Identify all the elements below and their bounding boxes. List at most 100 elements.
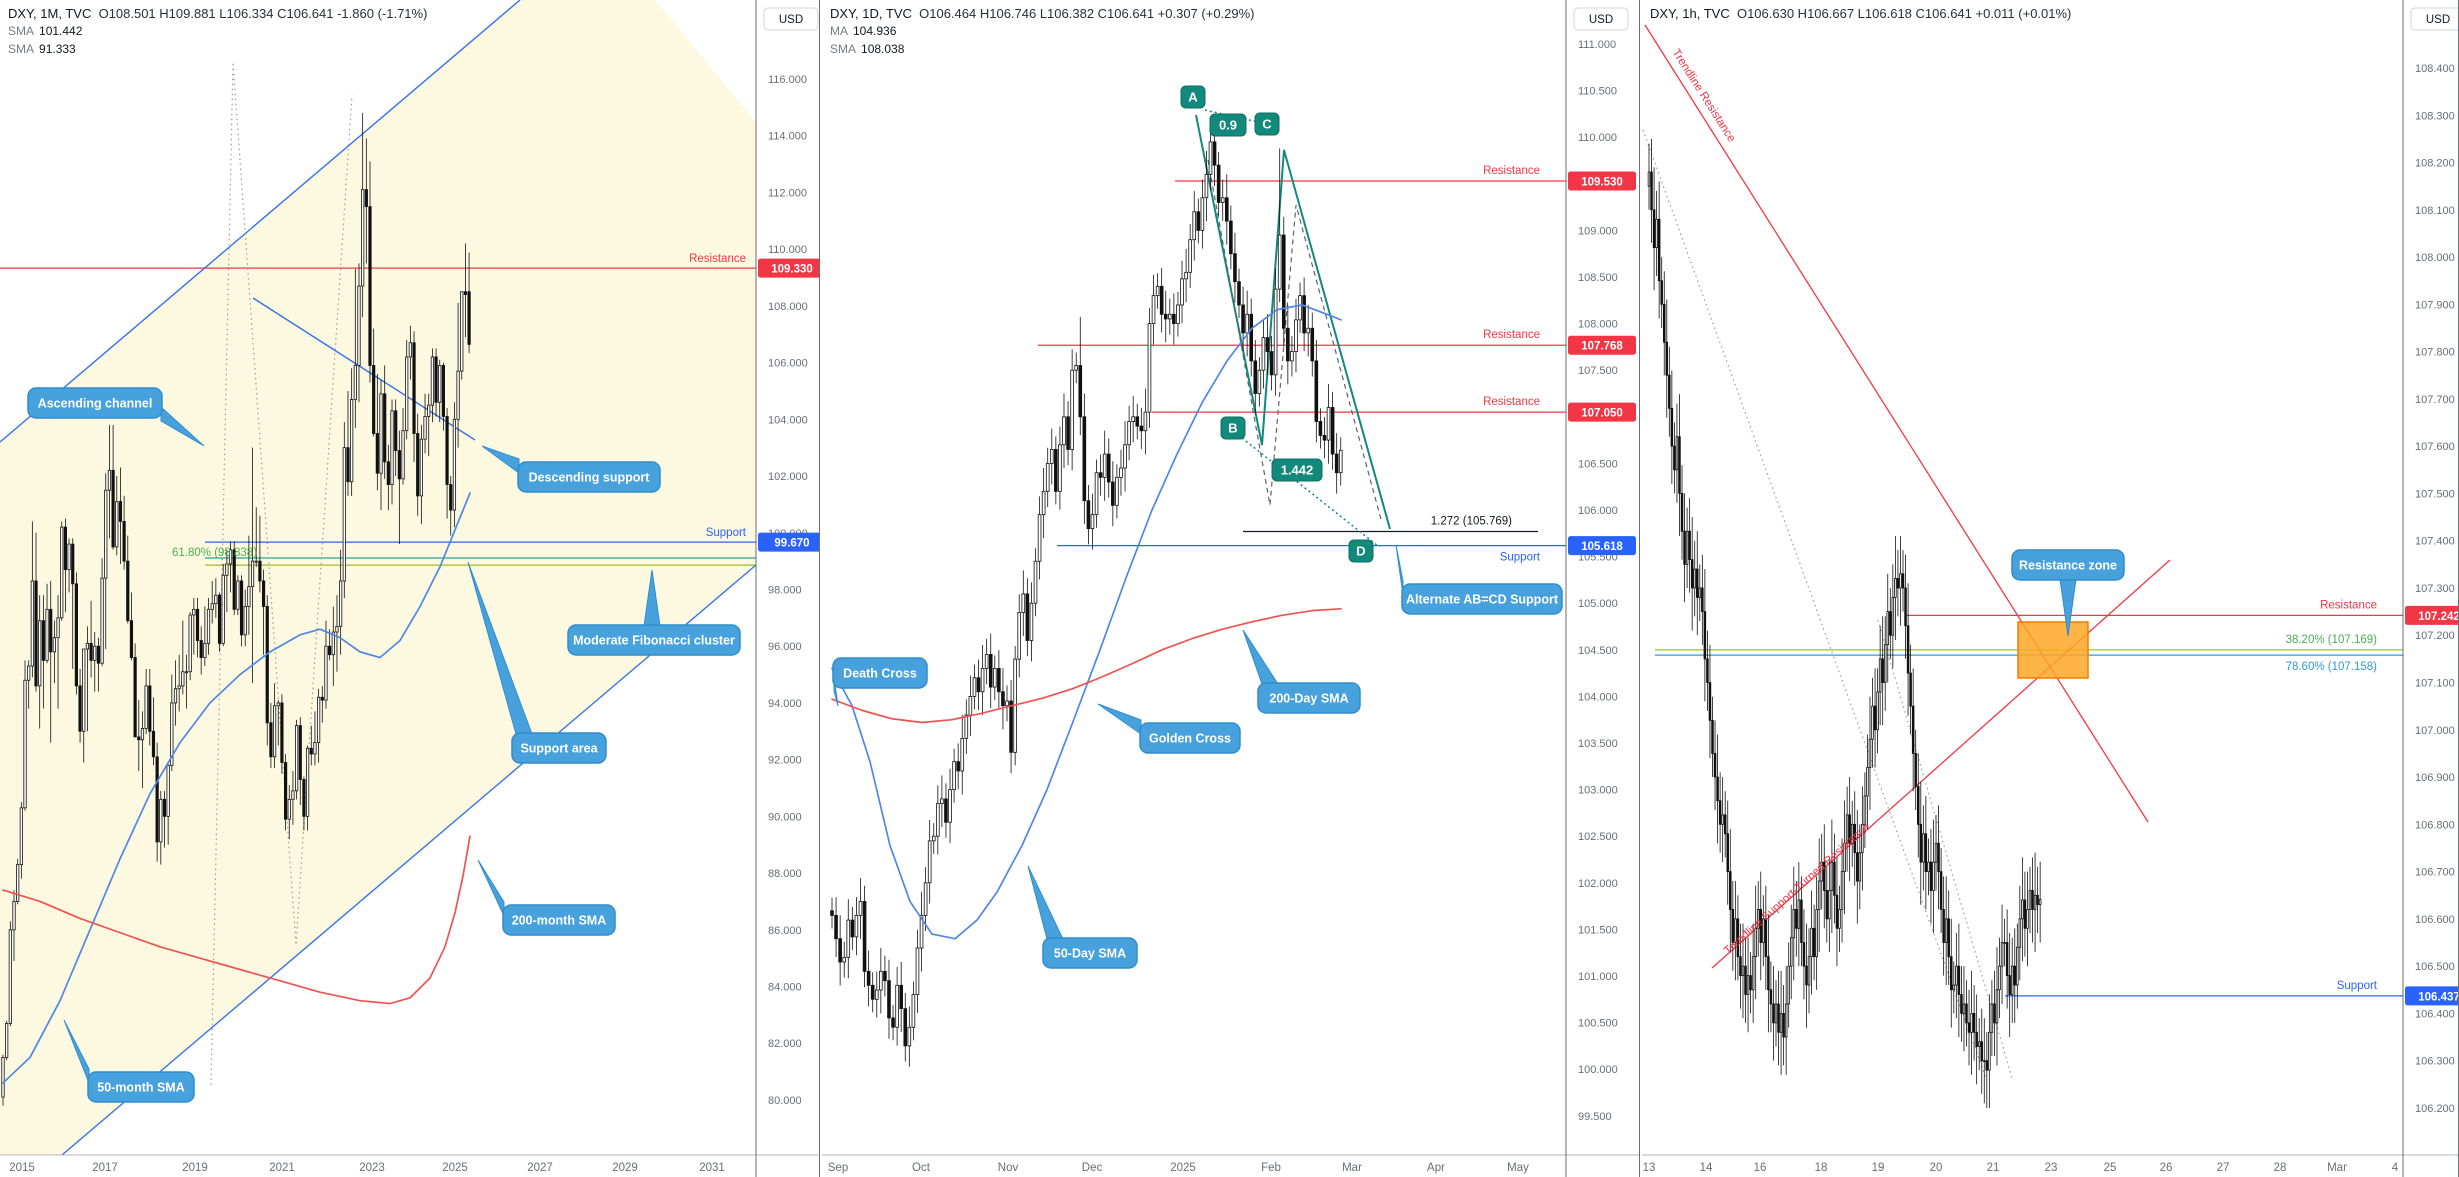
- candle: [1, 1054, 5, 1106]
- candle-body: [1001, 691, 1005, 707]
- support-label[interactable]: Support: [1500, 552, 1541, 564]
- currency-unit-button[interactable]: USD: [763, 7, 819, 31]
- candle: [1901, 550, 1905, 612]
- callout-resistance-zone[interactable]: Resistance zone: [2011, 549, 2125, 637]
- candle: [992, 655, 997, 701]
- callout-200-day-sma[interactable]: 200-Day SMA: [1242, 629, 1361, 714]
- price-axis[interactable]: 111.000110.500110.000109.500109.000108.5…: [1568, 7, 1636, 1123]
- trendline-0[interactable]: [1644, 24, 2149, 823]
- candle-body: [1082, 416, 1087, 502]
- trendline-1[interactable]: [1711, 559, 2171, 969]
- candle-body: [1962, 1003, 1966, 1014]
- x-axis-tick: 28: [2274, 1162, 2287, 1174]
- indicator-label[interactable]: MA: [830, 24, 848, 38]
- pattern-point-0-9[interactable]: 0.9: [1209, 113, 1247, 137]
- trendline-support-turned-resistance-label[interactable]: Trendline Support-Turned Resistance: [1722, 821, 1872, 957]
- resistance-label[interactable]: Resistance: [1483, 329, 1540, 341]
- time-axis[interactable]: 2015 2017 2019 2021 2023 2025 2027 2029 2031: [9, 1162, 725, 1174]
- resistance-label[interactable]: Resistance: [1483, 396, 1540, 408]
- callout-golden-cross[interactable]: Golden Cross: [1097, 703, 1241, 754]
- callout-support-area[interactable]: Support area: [467, 561, 607, 764]
- candle: [2016, 923, 2019, 1009]
- candle-body: [93, 645, 97, 661]
- 1-272-105-769-label[interactable]: 1.272 (105.769): [1431, 516, 1512, 528]
- 78-60-107-158-label[interactable]: 78.60% (107.158): [2286, 661, 2378, 673]
- candle-body: [956, 761, 960, 772]
- indicator-label[interactable]: SMA: [8, 42, 35, 56]
- symbol-title-hourly[interactable]: DXY, 1h, TVC: [1650, 6, 1730, 21]
- price-badge-text: 109.330: [771, 264, 813, 276]
- candle: [1139, 407, 1144, 450]
- trendline-2[interactable]: [1204, 109, 1259, 123]
- currency-unit-button[interactable]: USD: [1573, 7, 1629, 31]
- resistance-label[interactable]: Resistance: [689, 253, 746, 265]
- pattern-point-a[interactable]: A: [1180, 85, 1206, 109]
- callout-200-month-sma[interactable]: 200-month SMA: [477, 859, 616, 936]
- 200-day-sma-line[interactable]: [831, 607, 1342, 724]
- fib-61-80-label[interactable]: 61.80% (98.838): [172, 547, 257, 559]
- currency-unit-button[interactable]: USD: [2410, 7, 2459, 31]
- pattern-badge-text: 1.442: [1281, 463, 1314, 478]
- trendline-3[interactable]: [210, 61, 353, 1086]
- pattern-point-c[interactable]: C: [1254, 112, 1280, 136]
- time-axis[interactable]: Sep Oct Nov Dec 2025 Feb Mar Apr May: [828, 1162, 1529, 1174]
- pattern-point-1-442[interactable]: 1.442: [1271, 458, 1323, 482]
- candle-body: [1680, 493, 1684, 532]
- candle-series[interactable]: [830, 120, 1343, 1067]
- pattern-point-d[interactable]: D: [1348, 539, 1374, 563]
- candle-series[interactable]: [1647, 138, 2042, 1108]
- candle: [1163, 290, 1168, 343]
- price-badge-text: 106.437: [2418, 991, 2459, 1003]
- indicator-label[interactable]: SMA: [830, 42, 857, 56]
- candle: [71, 538, 75, 669]
- callout-descending-support[interactable]: Descending support: [481, 445, 661, 493]
- trendline-0[interactable]: [0, 0, 521, 443]
- symbol-title-daily[interactable]: DXY, 1D, TVC: [830, 6, 912, 21]
- trendline-resistance-label[interactable]: Trendline Resistance: [1669, 47, 1737, 144]
- x-axis-tick: 14: [1700, 1162, 1713, 1174]
- 38-20-107-169-label[interactable]: 38.20% (107.169): [2286, 634, 2378, 646]
- resistance-zone-box[interactable]: [2017, 621, 2089, 679]
- support-label[interactable]: Support: [706, 527, 747, 539]
- candle: [1924, 795, 1928, 910]
- candle: [247, 535, 251, 635]
- candle-body: [445, 416, 449, 485]
- candle-body: [2021, 899, 2024, 920]
- 50-day-sma-line[interactable]: [831, 304, 1342, 940]
- pattern-point-b[interactable]: B: [1220, 416, 1246, 440]
- price-badge-box: [1568, 536, 1636, 556]
- callout-moderate-fibonacci-cluster[interactable]: Moderate Fibonacci cluster: [567, 569, 741, 656]
- price-axis[interactable]: 108.400 108.300 108.200 108.100 108.000 107.9…: [2405, 7, 2459, 1115]
- callout-alternate-ab-cd-support[interactable]: Alternate AB=CD Support: [1395, 544, 1563, 615]
- trendline-1[interactable]: [1207, 159, 1383, 524]
- indicator-label[interactable]: SMA: [8, 24, 35, 38]
- candle: [419, 424, 423, 525]
- x-axis-tick: 27: [2217, 1162, 2230, 1174]
- trendline-2[interactable]: [1642, 129, 1987, 1079]
- time-axis[interactable]: 13 14 16 18 19 20 21 23 25 26 27 28 Mar 4: [1643, 1162, 2399, 1174]
- 50-month-sma-line[interactable]: [2, 492, 471, 1084]
- callout-ascending-channel[interactable]: Ascending channel: [27, 387, 205, 447]
- price-badge-99.670: 99.670: [758, 532, 820, 552]
- trendline-1[interactable]: [61, 564, 757, 1156]
- trendline-2[interactable]: [252, 297, 476, 441]
- candle: [1990, 980, 1994, 1056]
- trendline-3[interactable]: [1241, 437, 1379, 547]
- callout-death-cross[interactable]: Death Cross: [832, 657, 928, 707]
- callout-50-month-sma[interactable]: 50-month SMA: [63, 1019, 195, 1103]
- symbol-title-monthly[interactable]: DXY, 1M, TVC: [8, 6, 92, 21]
- candle: [199, 626, 203, 675]
- currency-unit-text: USD: [1589, 14, 1613, 26]
- support-label[interactable]: Support: [2337, 980, 2378, 992]
- resistance-label[interactable]: Resistance: [2320, 599, 2377, 611]
- candle-body: [1856, 852, 1859, 882]
- candle: [1937, 805, 1940, 910]
- candle: [1172, 293, 1176, 345]
- resistance-label[interactable]: Resistance: [1483, 165, 1540, 177]
- 200-month-sma-line[interactable]: [2, 835, 471, 1005]
- candle-series[interactable]: [1, 113, 471, 1106]
- price-axis[interactable]: 116.000 114.000 112.000 110.000 108.000 106.0…: [758, 7, 820, 1107]
- callout-50-day-sma[interactable]: 50-Day SMA: [1027, 865, 1138, 969]
- candle-body: [1993, 1003, 1996, 1024]
- ascending-channel-fill[interactable]: [0, 0, 756, 1155]
